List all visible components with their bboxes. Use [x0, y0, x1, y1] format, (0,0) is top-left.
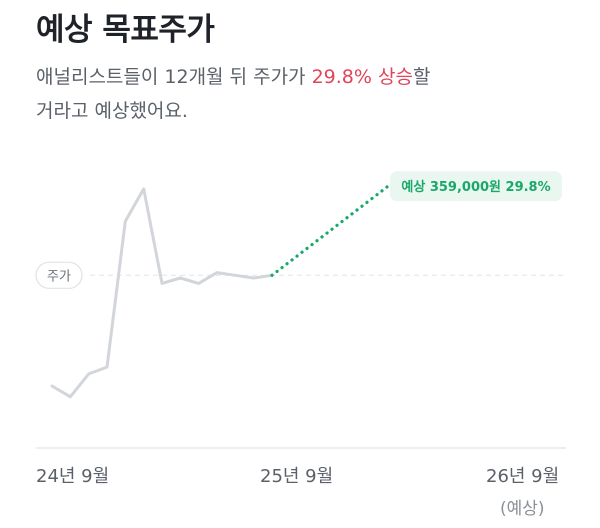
forecast-label-text: 예상 359,000원 29.8%	[401, 179, 550, 195]
description-text: 애널리스트들이 12개월 뒤 주가가	[36, 66, 312, 88]
current-price-badge	[35, 261, 83, 289]
current-price-badge-label: 주가	[47, 269, 71, 284]
description: 애널리스트들이 12개월 뒤 주가가 29.8% 상승할 거라고 예상했어요.	[36, 60, 576, 128]
forecast-line	[270, 184, 390, 277]
forecast-series	[270, 184, 390, 277]
history-series	[50, 187, 274, 399]
description-line2: 거라고 예상했어요.	[36, 100, 188, 122]
x-tick-label-start: 24년 9월	[36, 466, 110, 487]
chart-labels: 예상 359,000원 29.8%	[390, 171, 562, 202]
page-title: 예상 목표주가	[36, 12, 215, 48]
x-tick-sublabel-forecast: (예상)	[500, 499, 545, 519]
current-price-reference: 주가	[35, 261, 566, 289]
x-tick-label-end: 26년 9월	[486, 466, 560, 487]
x-tick-label-mid: 25년 9월	[260, 466, 334, 487]
description-highlight: 29.8% 상승	[311, 66, 413, 88]
forecast-label-box	[390, 171, 562, 202]
history-line	[50, 187, 274, 399]
description-text-end: 할	[412, 66, 431, 88]
